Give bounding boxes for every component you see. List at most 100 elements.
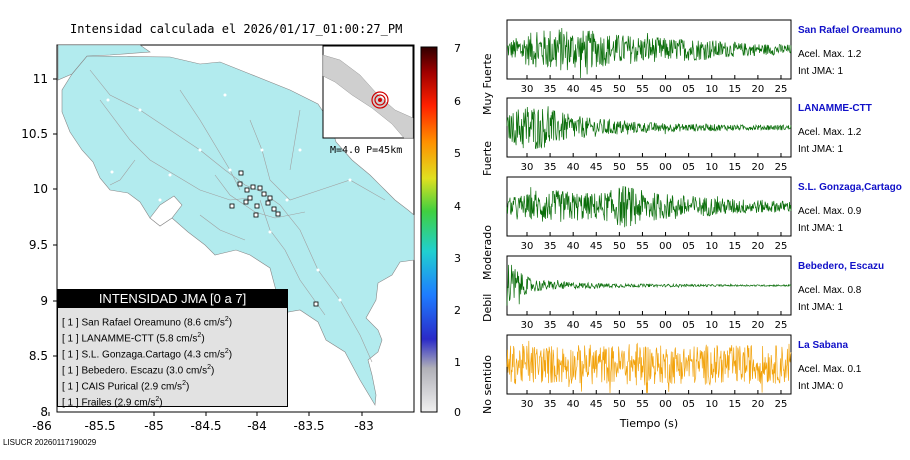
station-accel: Acel. Max. 0.8 xyxy=(798,285,862,296)
trace-tick-label: 10 xyxy=(705,320,718,331)
colorbar-tick: 1 xyxy=(454,356,461,369)
trace-line xyxy=(506,185,792,228)
station-accel: Acel. Max. 1.2 xyxy=(798,49,862,60)
seismogram-panels: 30 35 40 45 50 55 00 05 10 15 20 25 30 35 40 45 50 55 00 05… xyxy=(506,19,792,430)
legend-close: ) xyxy=(211,365,215,377)
trace-tick-label: 05 xyxy=(682,241,695,252)
trace-tick-label: 15 xyxy=(728,162,741,173)
station-accel: Acel. Max. 0.9 xyxy=(798,206,862,217)
legend-level: [ 1 ] xyxy=(62,349,79,361)
legend-close: ) xyxy=(201,333,205,345)
page-title: Intensidad calculada el 2026/01/17_01:00… xyxy=(70,22,403,36)
legend-value: (4.3 cm/s xyxy=(183,349,225,361)
trace-tick-label: 55 xyxy=(636,241,649,252)
lon-tick-label: -83.5 xyxy=(293,419,324,433)
trace-tick-label: 45 xyxy=(590,84,603,95)
trace-tick-label: 25 xyxy=(775,241,788,252)
legend-station: CAIS Purical xyxy=(81,381,139,393)
trace-tick-label: 50 xyxy=(613,162,626,173)
trace-tick-label: 40 xyxy=(567,162,580,173)
intensity-colorbar: 7 6 5 4 3 2 1 0 Muy Fuerte Fuerte Modera… xyxy=(420,42,494,419)
legend-row: [ 1 ] LANAMME-CTT (5.8 cm/s2) xyxy=(58,328,287,344)
trace-tick-label: 05 xyxy=(682,320,695,331)
trace-tick-label: 20 xyxy=(752,162,765,173)
trace-line xyxy=(506,106,792,150)
station-label: San Rafael Oreamuno Acel. Max. 1.2 Int JMA… xyxy=(798,25,902,77)
station-jma: Int JMA: 1 xyxy=(798,144,844,155)
x-axis-label: Tiempo (s) xyxy=(619,417,678,430)
trace-tick-label: 10 xyxy=(705,162,718,173)
legend-row: [ 1 ] Bebedero. Escazu (3.0 cm/s2) xyxy=(58,360,287,376)
trace-panel: 30 35 40 45 50 55 00 05 10 15 20 25 xyxy=(506,334,792,410)
trace-tick-label: 35 xyxy=(544,84,557,95)
trace-tick-label: 30 xyxy=(521,320,534,331)
trace-tick-label: 00 xyxy=(659,399,672,410)
station-jma: Int JMA: 1 xyxy=(798,302,844,313)
colorbar-label: Debil xyxy=(481,294,494,322)
trace-tick-label: 55 xyxy=(636,399,649,410)
land-costa-rica xyxy=(61,55,415,406)
trace-tick-label: 15 xyxy=(728,320,741,331)
colorbar-label: Fuerte xyxy=(481,141,494,176)
trace-tick-label: 20 xyxy=(752,320,765,331)
trace-tick-label: 50 xyxy=(613,320,626,331)
colorbar-tick: 7 xyxy=(454,42,461,55)
colorbar-tick: 6 xyxy=(454,95,461,108)
trace-frame xyxy=(506,334,792,395)
colorbar-tick: 2 xyxy=(454,304,461,317)
legend-row: [ 1 ] CAIS Purical (2.9 cm/s2) xyxy=(58,376,287,392)
lon-tick-marks xyxy=(48,412,363,416)
legend-station: S.L. Gonzaga.Cartago xyxy=(81,349,181,361)
legend-close: ) xyxy=(185,381,190,393)
station-markers xyxy=(229,170,319,307)
trace-tick-label: 00 xyxy=(659,241,672,252)
trace-tick-label: 00 xyxy=(659,162,672,173)
colorbar-tick: 5 xyxy=(454,147,461,160)
trace-line xyxy=(506,27,792,79)
lon-tick-label: -86 xyxy=(32,419,52,433)
station-jma: Int JMA: 1 xyxy=(798,223,844,234)
trace-tick-label: 55 xyxy=(636,162,649,173)
station-accel: Acel. Max. 0.1 xyxy=(798,364,862,375)
legend-level: [ 1 ] xyxy=(62,317,79,329)
legend-value: (5.8 cm/s xyxy=(156,333,198,345)
trace-panel: 30 35 40 45 50 55 00 05 10 15 20 25 xyxy=(506,19,792,95)
colorbar-tick: 0 xyxy=(454,406,461,419)
trace-tick-label: 35 xyxy=(544,162,557,173)
trace-tick-label: 30 xyxy=(521,84,534,95)
lon-tick-label: -84.5 xyxy=(190,419,221,433)
station-label: La Sabana Acel. Max. 0.1 Int JMA: 0 xyxy=(798,340,861,392)
trace-tick-label: 30 xyxy=(521,162,534,173)
trace-panel: 30 35 40 45 50 55 00 05 10 15 20 25 xyxy=(506,97,792,173)
trace-tick-label: 40 xyxy=(567,84,580,95)
legend-close: ) xyxy=(228,317,233,329)
legend-level: [ 1 ] xyxy=(62,365,79,377)
trace-tick-label: 10 xyxy=(705,399,718,410)
station-label: Bebedero, Escazu Acel. Max. 0.8 Int JMA: 1 xyxy=(798,261,884,313)
colorbar-gradient xyxy=(420,46,438,413)
lat-tick-label: 10.5 xyxy=(21,127,48,141)
lat-tick-label: 11 xyxy=(33,72,48,86)
legend-value: (2.9 cm/s xyxy=(140,381,183,393)
lat-tick-label: 8.5 xyxy=(29,349,48,363)
lat-tick-marks xyxy=(53,78,57,357)
legend-station: LANAMME-CTT xyxy=(81,333,154,345)
trace-tick-label: 40 xyxy=(567,320,580,331)
trace-line xyxy=(506,264,792,306)
legend-row: [ 1 ] San Rafael Oreamuno (8.6 cm/s2) xyxy=(58,312,287,328)
trace-tick-label: 45 xyxy=(590,241,603,252)
trace-tick-label: 05 xyxy=(682,84,695,95)
trace-tick-label: 25 xyxy=(775,320,788,331)
lon-tick-label: -85 xyxy=(144,419,164,433)
legend-close: ) xyxy=(159,397,163,409)
inset-caption: M=4.0 P=45km xyxy=(330,145,402,156)
station-name: San Rafael Oreamuno xyxy=(798,25,902,36)
trace-tick-label: 45 xyxy=(590,320,603,331)
trace-tick-label: 05 xyxy=(682,162,695,173)
legend-station: Frailes xyxy=(81,397,112,409)
station-name: LANAMME-CTT xyxy=(798,103,872,114)
legend-sup: 2 xyxy=(197,332,202,339)
lat-tick-label: 10 xyxy=(33,182,48,196)
trace-tick-label: 40 xyxy=(567,399,580,410)
trace-tick-label: 20 xyxy=(752,241,765,252)
